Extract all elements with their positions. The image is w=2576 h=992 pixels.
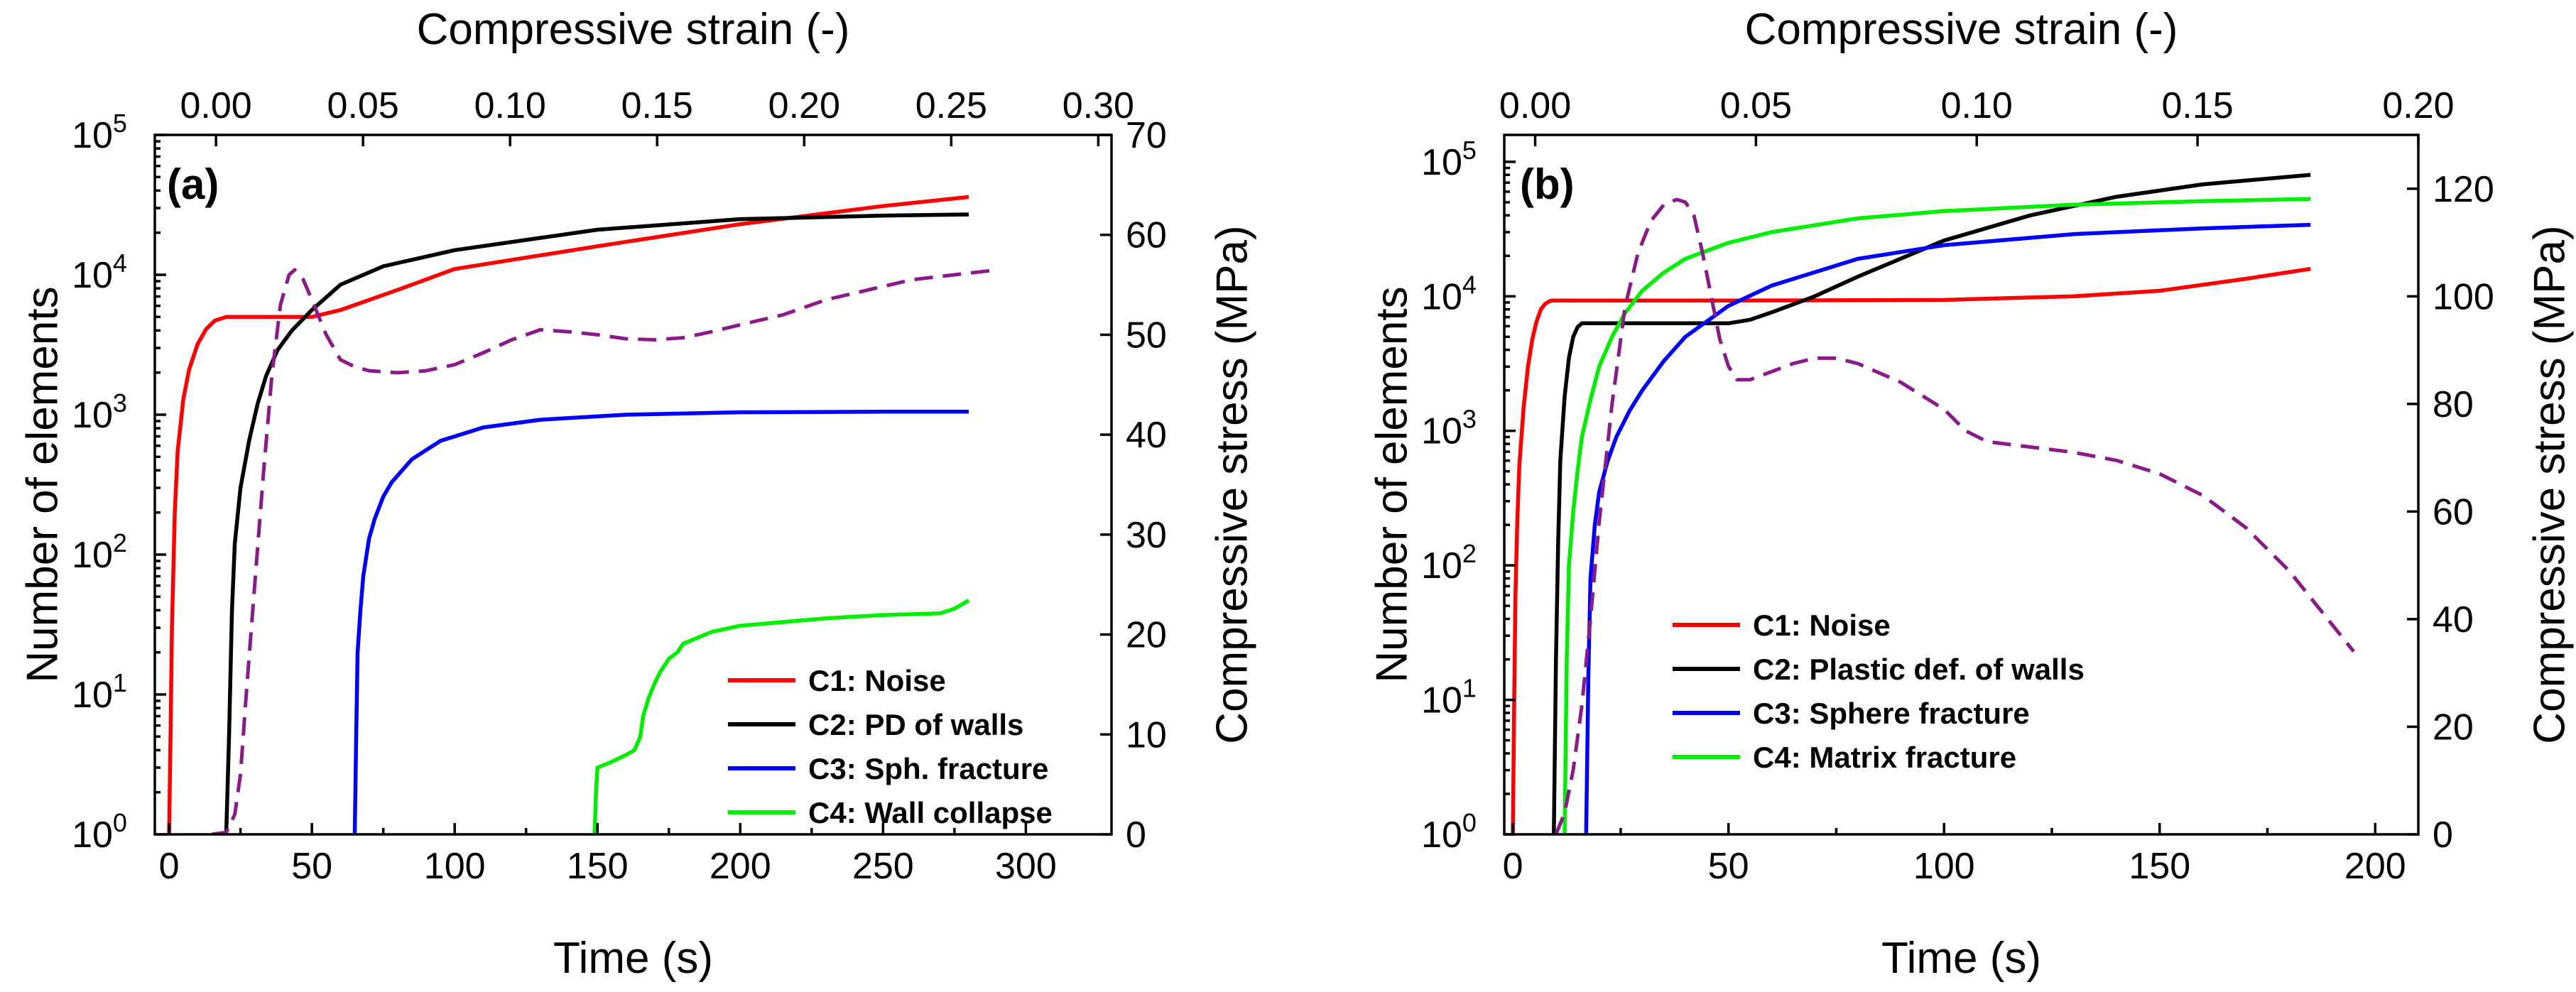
panel-b-legend: C1: Noise C2: Plastic def. of walls C3: Sp… [1673,609,2085,774]
y-tick-label: 102 [1421,539,1477,587]
series-line-c4-wall-collapse [592,599,970,834]
x-tick-label: 150 [567,846,629,887]
y2-tick-label: 60 [2433,491,2474,533]
x2-tick-label: 0.15 [621,85,693,126]
x-tick-label: 100 [1913,846,1975,887]
x2-tick-label: 0.10 [474,85,546,126]
y2-tick-label: 100 [2433,276,2494,317]
legend-entry: C3: Sphere fracture [1753,697,2030,730]
y2-tick-label: 70 [1126,115,1167,156]
y2-tick-label: 30 [1126,515,1167,556]
panel-a-y-axis-label: Number of elements [18,286,67,682]
panel-b-x-axis-label: Time (s) [1881,934,2041,983]
series-line-c2-plastic-def-of-walls [1552,173,2311,834]
y-tick-label: 104 [72,249,127,296]
x-tick-label: 0 [1503,846,1523,887]
x2-tick-label: 0.05 [327,85,399,126]
y2-tick-label: 0 [1126,814,1146,856]
y2-tick-label: 20 [2433,707,2474,748]
panel-b-right-axis-label: Compressive stress (MPa) [2526,225,2575,743]
x-tick-label: 150 [2129,846,2190,887]
y2-tick-label: 60 [1126,215,1167,256]
y-tick-label: 101 [1421,674,1477,721]
x2-tick-label: 0.30 [1063,85,1134,126]
legend-entry: C3: Sph. fracture [808,752,1048,785]
y-tick-label: 102 [72,528,127,576]
series-line-compressive-stress [212,268,998,834]
y2-tick-label: 80 [2433,384,2474,425]
panel-b-label: (b) [1520,160,1575,208]
panel-a-label: (a) [167,160,219,208]
legend-entry: C4: Matrix fracture [1753,741,2016,774]
x-tick-label: 100 [424,846,486,887]
legend-entry: C4: Wall collapse [808,796,1053,829]
y2-tick-label: 20 [1126,615,1167,656]
legend-entry: C2: PD of walls [808,708,1023,741]
panel-b-curves [1511,173,2355,834]
legend-entry: C1: Noise [1753,609,1891,642]
y2-tick-label: 120 [2433,169,2494,210]
panel-a-right-axis-label: Compressive stress (MPa) [1208,225,1257,743]
x2-tick-label: 0.20 [768,85,840,126]
y-tick-label: 101 [72,668,127,716]
series-line-c4-matrix-fracture [1563,197,2311,834]
x-tick-label: 300 [995,846,1057,887]
x2-tick-label: 0.15 [2162,85,2234,126]
x-tick-label: 50 [1708,846,1749,887]
y-tick-label: 100 [72,808,127,856]
series-line-c1-noise [167,195,969,834]
x2-tick-label: 0.20 [2382,85,2454,126]
series-line-c1-noise [1511,266,2311,834]
y2-tick-label: 50 [1126,315,1167,356]
panel-b-y-axis-label: Number of elements [1368,286,1417,682]
series-line-c2-pd-of-walls [224,212,969,834]
series-line-compressive-stress [1554,197,2355,834]
y2-tick-label: 40 [2433,599,2474,641]
legend-entry: C1: Noise [808,664,946,697]
x-tick-label: 200 [710,846,771,887]
x2-tick-label: 0.10 [1941,85,2013,126]
x2-tick-label: 0.25 [915,85,987,126]
panel-a-top-axis-label: Compressive strain (-) [417,5,850,54]
x-tick-label: 250 [852,846,914,887]
panel-b-top-axis-label: Compressive strain (-) [1745,5,2178,54]
x2-tick-label: 0.00 [180,85,252,126]
y-tick-label: 103 [72,388,127,436]
panel-a-x-axis-label: Time (s) [553,934,713,983]
panel-a-legend: C1: Noise C2: PD of walls C3: Sph. fractur… [728,664,1053,829]
series-line-c3-sphere-fracture [1584,222,2311,834]
panel-a-frame [153,133,1113,836]
y-tick-label: 105 [72,109,127,156]
x-tick-label: 0 [159,846,180,887]
y2-tick-label: 10 [1126,714,1167,756]
series-line-c3-sph-fracture [352,410,969,834]
y-tick-label: 104 [1421,270,1477,317]
y-tick-label: 100 [1421,808,1477,856]
x-tick-label: 50 [291,846,332,887]
y2-tick-label: 40 [1126,415,1167,456]
legend-entry: C2: Plastic def. of walls [1753,653,2085,686]
x2-tick-label: 0.05 [1720,85,1792,126]
panel-a-curves [167,195,998,834]
y-tick-label: 105 [1421,136,1477,183]
x2-tick-label: 0.00 [1499,85,1571,126]
y-tick-label: 103 [1421,405,1477,452]
x-tick-label: 200 [2344,846,2406,887]
y2-tick-label: 0 [2433,814,2453,856]
